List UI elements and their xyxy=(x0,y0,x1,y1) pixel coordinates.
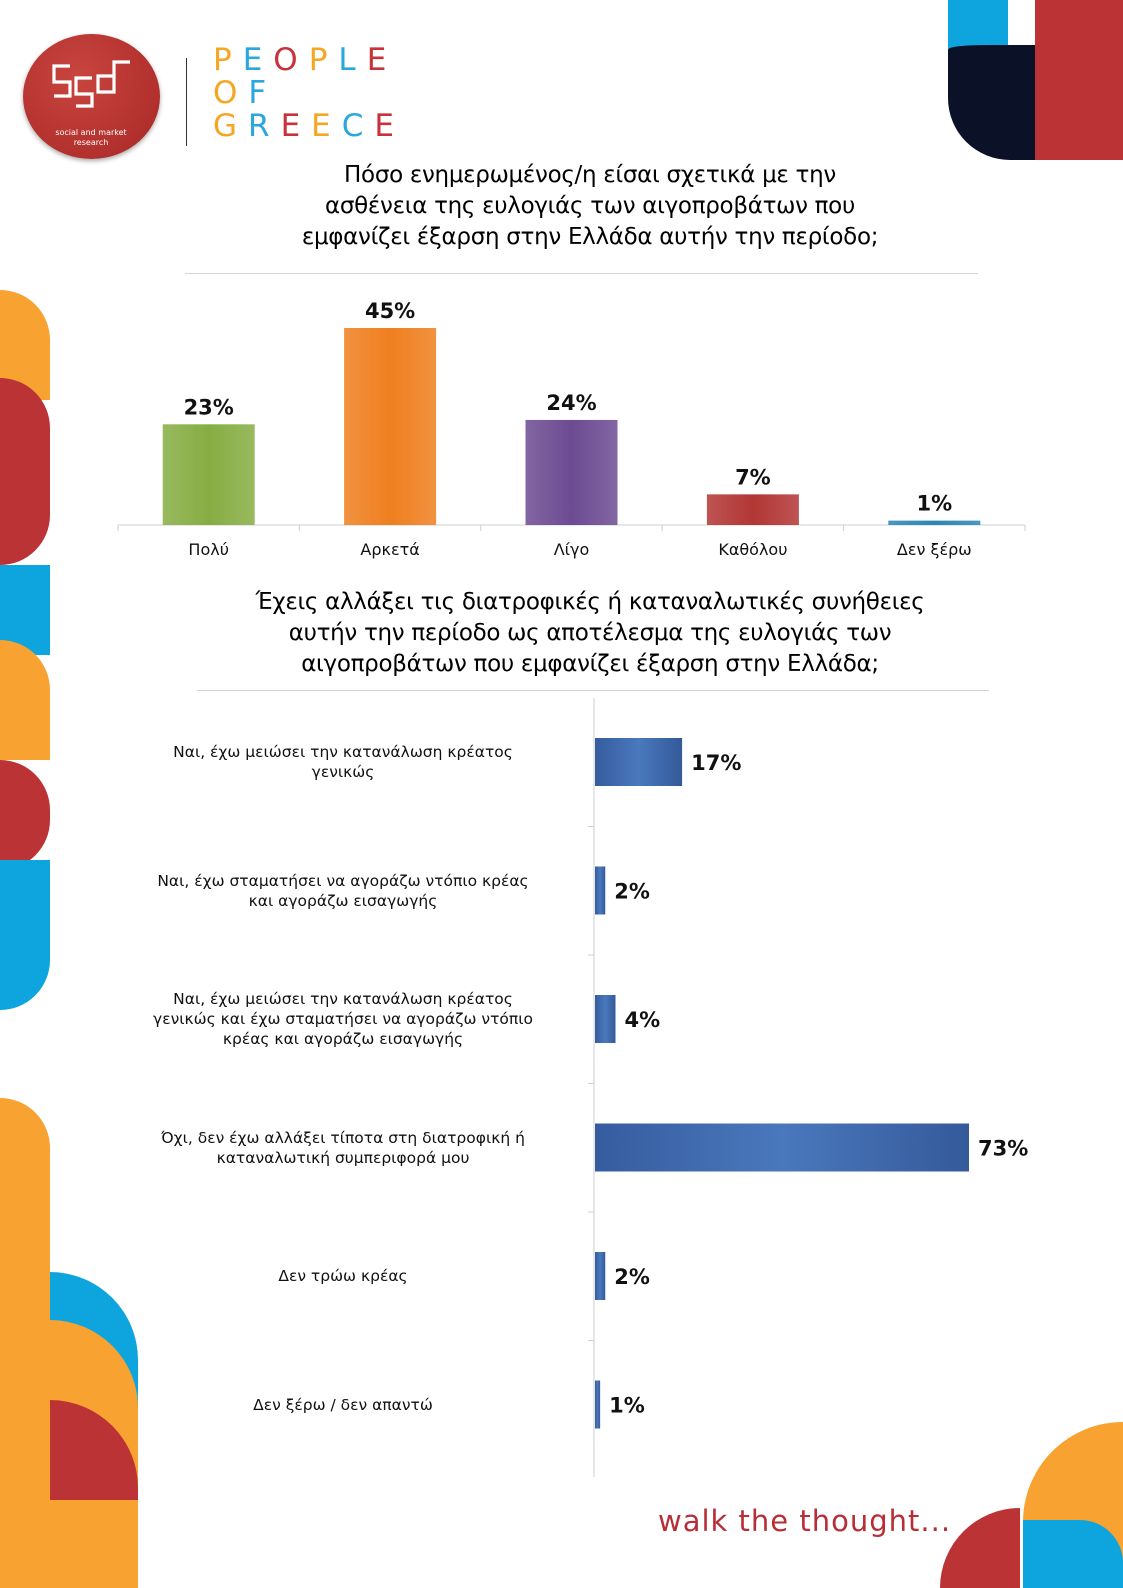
chart2-category-line: και αγοράζω εισαγωγής xyxy=(248,891,438,910)
chart2-category-line: Ναι, έχω μειώσει την κατανάλωση κρέατος xyxy=(173,743,513,761)
chart1-bar xyxy=(525,419,618,525)
chart1-title-line: ασθένεια της ευλογιάς των αιγοπροβάτων π… xyxy=(325,193,855,219)
chart2-bar xyxy=(595,738,683,786)
chart2-category-label: Ναι, έχω σταματήσει να αγοράζω ντόπιο κρ… xyxy=(100,871,586,911)
chart2-plot: 17% 2% 4% 73% 2% 1% xyxy=(588,698,1028,1477)
chart1-title: Πόσο ενημερωμένος/η είσαι σχετικά με την… xyxy=(260,160,920,253)
chart2-data-label: 2% xyxy=(614,880,650,904)
chart2-title-line: αιγοπροβάτων που εμφανίζει έξαρση στην Ε… xyxy=(301,651,879,677)
brand-word-greece: GREECE xyxy=(213,108,406,144)
logo-divider xyxy=(186,58,187,146)
logo-tagline: social and market research xyxy=(55,128,127,147)
chart1-category-label: Πολύ xyxy=(188,540,229,559)
chart2-data-label: 17% xyxy=(691,751,741,775)
chart2-data-label: 4% xyxy=(624,1008,660,1032)
chart2-category-label: Ναι, έχω μειώσει την κατανάλωση κρέατος γ… xyxy=(100,989,586,1049)
chart1-data-label: 24% xyxy=(546,391,596,415)
decor-left-edge xyxy=(0,290,50,1010)
chart1-data-label: 7% xyxy=(735,465,771,489)
chart1-bar xyxy=(706,494,799,525)
chart2-category-label: Όχι, δεν έχω αλλάξει τίποτα στη διατροφι… xyxy=(100,1128,586,1168)
chart2-category-line: Δεν τρώω κρέας xyxy=(278,1267,408,1285)
chart2-category-line: Ναι, έχω σταματήσει να αγοράζω ντόπιο κρ… xyxy=(157,871,529,890)
chart2-category-line: Δεν ξέρω / δεν απαντώ xyxy=(253,1395,433,1414)
brand-word-people: PEOPLE xyxy=(213,42,398,78)
brand-line-people: PEOPLE xyxy=(213,44,397,76)
chart1-plot: 23% Πολύ 45% Αρκετά 24% Λίγο 7% Καθόλου 1% Δεν ξέ… xyxy=(117,299,1026,559)
brand-line-of: OF xyxy=(213,77,277,109)
chart1-data-label: 45% xyxy=(365,299,415,323)
chart1-category-label: Δεν ξέρω xyxy=(897,540,972,559)
chart2-category-label: Ναι, έχω μειώσει την κατανάλωση κρέατος γ… xyxy=(100,742,586,782)
chart1-bar xyxy=(888,520,981,525)
chart1-category-label: Λίγο xyxy=(554,540,590,559)
chart2-bar xyxy=(595,1252,606,1300)
logo-mark-icon xyxy=(52,60,130,108)
chart2-bar xyxy=(595,1380,601,1429)
chart2-category-line: γενικώς xyxy=(311,763,375,781)
chart2-data-label: 2% xyxy=(614,1265,650,1289)
brand-line-greece: GREECE xyxy=(213,110,405,142)
chart1-data-label: 23% xyxy=(184,395,234,419)
chart2-title-rule xyxy=(197,690,989,691)
decor-bottom-right xyxy=(940,1422,1123,1588)
chart2-category-line: κρέας και αγοράζω εισαγωγής xyxy=(222,1030,464,1048)
chart1-bar xyxy=(344,328,437,525)
chart1-title-line: Πόσο ενημερωμένος/η είσαι σχετικά με την xyxy=(344,162,836,188)
chart2-data-label: 73% xyxy=(978,1137,1028,1161)
chart2-title: Έχεις αλλάξει τις διατροφικές ή καταναλω… xyxy=(200,587,980,680)
chart2-category-line: γενικώς και έχω σταματήσει να αγοράζω ντ… xyxy=(153,1010,533,1028)
chart2-bar xyxy=(595,995,616,1043)
chart2-category-label: Δεν τρώω κρέας xyxy=(100,1266,586,1286)
chart1-bar xyxy=(162,424,255,525)
chart2-category-line: καταναλωτική συμπεριφορά μου xyxy=(216,1148,470,1167)
decor-bottom-left xyxy=(0,1098,138,1588)
brand-word-of: OF xyxy=(213,75,278,111)
chart2-data-label: 1% xyxy=(609,1394,645,1418)
chart2-category-label: Δεν ξέρω / δεν απαντώ xyxy=(100,1395,586,1415)
chart1-title-rule xyxy=(185,273,978,274)
decor-top-right-shapes xyxy=(948,0,1123,160)
chart2-category-labels: Ναι, έχω μειώσει την κατανάλωση κρέατος γ… xyxy=(100,698,586,1478)
chart2-title-line: αυτήν την περίοδο ως αποτέλεσμα της ευλο… xyxy=(288,620,892,646)
chart2-title-line: Έχεις αλλάξει τις διατροφικές ή καταναλω… xyxy=(255,589,925,615)
chart1-category-label: Αρκετά xyxy=(360,540,419,559)
chart2-category-line: Όχι, δεν έχω αλλάξει τίποτα στη διατροφι… xyxy=(161,1128,525,1147)
chart2-bar xyxy=(595,1123,969,1172)
chart1-data-label: 1% xyxy=(916,492,952,516)
chart1-title-line: εμφανίζει έξαρση στην Ελλάδα αυτήν την π… xyxy=(301,224,879,250)
chart2-category-line: Ναι, έχω μειώσει την κατανάλωση κρέατος xyxy=(173,990,513,1008)
footer-slogan: walk the thought... xyxy=(658,1504,952,1538)
chart2-bar xyxy=(595,866,606,915)
chart1-category-label: Καθόλου xyxy=(718,540,787,559)
